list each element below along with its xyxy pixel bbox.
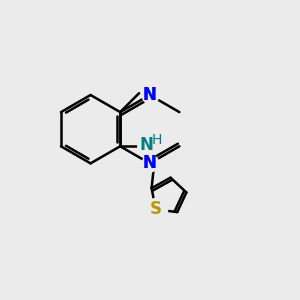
Text: S: S <box>150 200 162 218</box>
Text: H: H <box>151 133 162 147</box>
Text: N: N <box>143 154 157 172</box>
Text: N: N <box>143 154 157 172</box>
Text: N: N <box>143 86 157 104</box>
Text: N: N <box>140 136 154 154</box>
Text: N: N <box>143 86 157 104</box>
